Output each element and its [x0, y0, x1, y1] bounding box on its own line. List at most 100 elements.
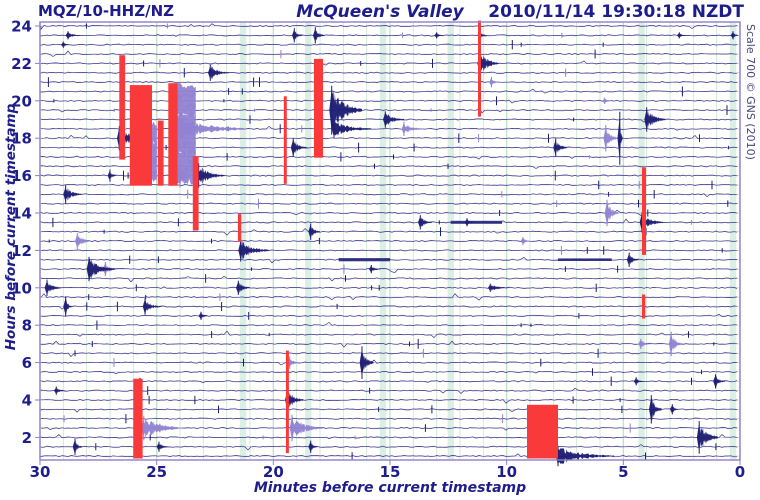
- seismic-event: [464, 218, 474, 226]
- seismic-event: [86, 258, 115, 280]
- clipping-block: [642, 294, 646, 319]
- seismic-event: [670, 404, 679, 414]
- x-tick-label: 20: [263, 463, 284, 481]
- y-tick-label: 20: [11, 92, 32, 110]
- trace-noise: [40, 330, 738, 339]
- trace-noise: [40, 193, 738, 198]
- seismic-event: [65, 31, 80, 39]
- y-tick-label: 10: [11, 279, 32, 297]
- clipping-block: [192, 156, 199, 231]
- y-tick-label: 22: [11, 55, 32, 73]
- trace-noise: [40, 218, 738, 224]
- seismic-event: [198, 312, 208, 320]
- seismic-event: [730, 31, 739, 39]
- trace-noise: [40, 60, 738, 66]
- seismic-event: [668, 332, 683, 355]
- seismic-event: [604, 200, 619, 226]
- trace-noise: [40, 321, 738, 327]
- seismic-event: [177, 165, 192, 186]
- seismic-event: [61, 41, 71, 48]
- y-tick-label: 4: [22, 392, 32, 410]
- seismic-event: [638, 339, 651, 349]
- seismic-event: [434, 32, 444, 38]
- seismic-event: [308, 224, 320, 239]
- x-axis-label: Minutes before current timestamp: [253, 480, 527, 496]
- x-tick-label: 25: [146, 463, 167, 481]
- seismic-event: [713, 375, 725, 388]
- x-tick-label: 0: [735, 463, 745, 481]
- clipping-block: [313, 58, 323, 158]
- trace-noise: [40, 434, 738, 440]
- seismic-event: [75, 234, 92, 249]
- seismic-event: [401, 122, 423, 136]
- seismic-event: [156, 442, 169, 452]
- seismic-event: [603, 127, 618, 150]
- seismic-event: [142, 299, 162, 314]
- seismic-event: [359, 349, 374, 377]
- seismic-event: [308, 441, 318, 452]
- trace-noise: [40, 88, 738, 94]
- seismic-event: [63, 297, 72, 316]
- y-tick-label: 2: [22, 429, 32, 447]
- trace-noise: [40, 107, 738, 114]
- clipping-block: [237, 214, 242, 242]
- y-tick-label: 6: [22, 354, 32, 372]
- seismic-event: [313, 27, 325, 43]
- trace-noise: [40, 99, 738, 104]
- clipping-block: [129, 85, 152, 186]
- page-title: McQueen's Valley: [296, 2, 464, 22]
- seismic-event: [285, 390, 304, 410]
- seismic-event: [369, 265, 381, 273]
- seismic-event: [489, 77, 499, 87]
- saturated-burst: [152, 169, 157, 182]
- y-tick-label: 24: [11, 18, 32, 36]
- seismic-event: [236, 281, 250, 295]
- trace-noise: [40, 387, 738, 394]
- seismic-event: [602, 98, 612, 104]
- current-timestamp: 2010/11/14 19:30:18 NZDT: [488, 2, 744, 22]
- seismic-event: [54, 387, 66, 394]
- x-tick-label: 15: [380, 463, 401, 481]
- seismic-event: [418, 216, 432, 229]
- trace-noise: [40, 286, 738, 289]
- trace-noise: [40, 81, 737, 84]
- clipping-block: [283, 96, 287, 184]
- trace-noise: [40, 240, 738, 243]
- trace-noise: [40, 453, 737, 458]
- clipping-block: [157, 120, 164, 186]
- clipping-block: [642, 167, 646, 255]
- trace-noise: [40, 50, 738, 57]
- trace-noise: [40, 34, 738, 37]
- trace-noise: [40, 370, 738, 374]
- noise-burst: [450, 220, 502, 224]
- trace-noise: [40, 377, 738, 385]
- trace-noise: [40, 268, 738, 273]
- seismic-event: [238, 241, 269, 260]
- noise-burst: [558, 258, 612, 261]
- clipping-block: [527, 404, 558, 459]
- trace-noise: [40, 275, 738, 283]
- trace-noise: [40, 43, 738, 46]
- x-tick-label: 30: [30, 463, 51, 481]
- seismic-event: [553, 140, 568, 156]
- station-code: MQZ/10-HHZ/NZ: [38, 2, 175, 20]
- seismic-event: [383, 112, 404, 127]
- seismic-event: [196, 165, 225, 186]
- x-tick-label: 10: [496, 463, 517, 481]
- seismic-event: [177, 116, 246, 142]
- seismic-event: [644, 108, 666, 131]
- seismic-event: [331, 122, 372, 136]
- seismic-event: [649, 397, 662, 422]
- trace-noise: [40, 359, 738, 366]
- seismic-event: [477, 51, 499, 76]
- saturated-burst: [152, 121, 157, 136]
- seismic-event: [44, 280, 61, 295]
- trace-noise: [40, 340, 738, 348]
- trace-noise: [40, 313, 738, 317]
- trace-noise: [40, 202, 738, 205]
- trace-noise: [40, 71, 737, 74]
- seismic-event: [289, 416, 323, 440]
- seismic-event: [141, 417, 186, 439]
